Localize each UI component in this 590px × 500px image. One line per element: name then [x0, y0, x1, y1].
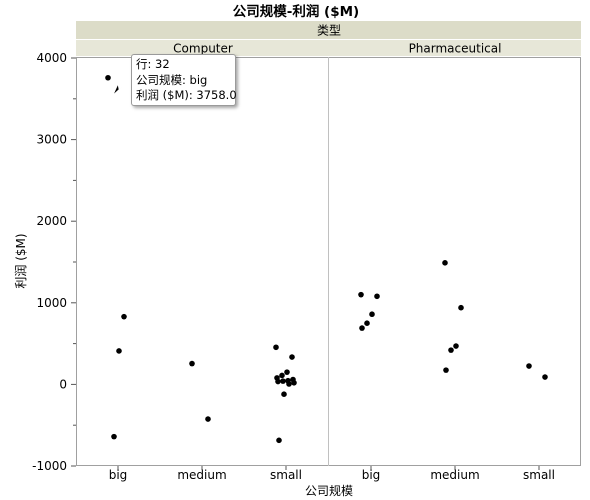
- x-axis-label: 公司规模: [305, 483, 353, 498]
- tooltip-value: 利润 ($M): 3758.0: [136, 88, 237, 102]
- x-tick-label: big: [362, 468, 381, 482]
- panel-header-band: [329, 40, 581, 56]
- y-axis-label: 利润 ($M): [14, 233, 28, 288]
- tooltip-row: 行: 32: [136, 57, 170, 71]
- panel-header-computer: Computer: [173, 42, 233, 56]
- data-point[interactable]: [358, 291, 364, 298]
- y-tick-label: 0: [59, 377, 67, 391]
- data-point[interactable]: [458, 304, 464, 311]
- data-point[interactable]: [364, 320, 370, 327]
- point-tooltip: 行: 32 公司规模: big 利润 ($M): 3758.0: [131, 54, 237, 106]
- data-point[interactable]: [116, 348, 122, 354]
- x-tick-label: small: [270, 468, 302, 482]
- data-point[interactable]: [189, 360, 195, 367]
- data-point[interactable]: [359, 325, 365, 331]
- y-tick-label: 2000: [36, 214, 67, 228]
- group-header-label: 类型: [317, 24, 341, 38]
- data-point[interactable]: [280, 378, 286, 384]
- data-point[interactable]: [275, 378, 281, 385]
- data-point[interactable]: [111, 433, 117, 440]
- chart-title: 公司规模-利润 ($M): [233, 3, 359, 20]
- panel-header-pharmaceutical: Pharmaceutical: [409, 42, 502, 56]
- y-tick-label: 3000: [36, 133, 67, 147]
- data-point[interactable]: [286, 381, 292, 387]
- data-point[interactable]: [453, 343, 459, 349]
- data-point[interactable]: [273, 344, 279, 351]
- data-point[interactable]: [205, 416, 211, 422]
- data-point[interactable]: [281, 391, 287, 397]
- y-tick-label: 4000: [36, 51, 67, 65]
- data-point[interactable]: [121, 313, 127, 320]
- data-point[interactable]: [279, 372, 285, 379]
- data-point[interactable]: [291, 379, 297, 386]
- tooltip-category: 公司规模: big: [136, 72, 208, 87]
- cursor-arrow-icon: [112, 82, 124, 96]
- data-point[interactable]: [448, 347, 454, 353]
- y-tick-label: 1000: [36, 296, 67, 310]
- data-point[interactable]: [276, 437, 282, 444]
- data-point[interactable]: [526, 363, 532, 369]
- data-point[interactable]: [374, 293, 380, 300]
- panel-header-band: [76, 40, 329, 56]
- data-point[interactable]: [542, 374, 548, 380]
- data-point[interactable]: [289, 354, 295, 360]
- x-tick-label: big: [109, 468, 128, 482]
- x-tick-label: medium: [430, 468, 479, 482]
- data-point[interactable]: [443, 367, 449, 373]
- group-header-band: [76, 21, 581, 39]
- y-tick-label: -1000: [32, 459, 67, 473]
- data-point[interactable]: [105, 74, 111, 81]
- x-tick-label: small: [523, 468, 555, 482]
- data-point[interactable]: [442, 260, 448, 266]
- data-point[interactable]: [369, 311, 375, 318]
- data-point[interactable]: [284, 369, 290, 375]
- x-tick-label: medium: [177, 468, 226, 482]
